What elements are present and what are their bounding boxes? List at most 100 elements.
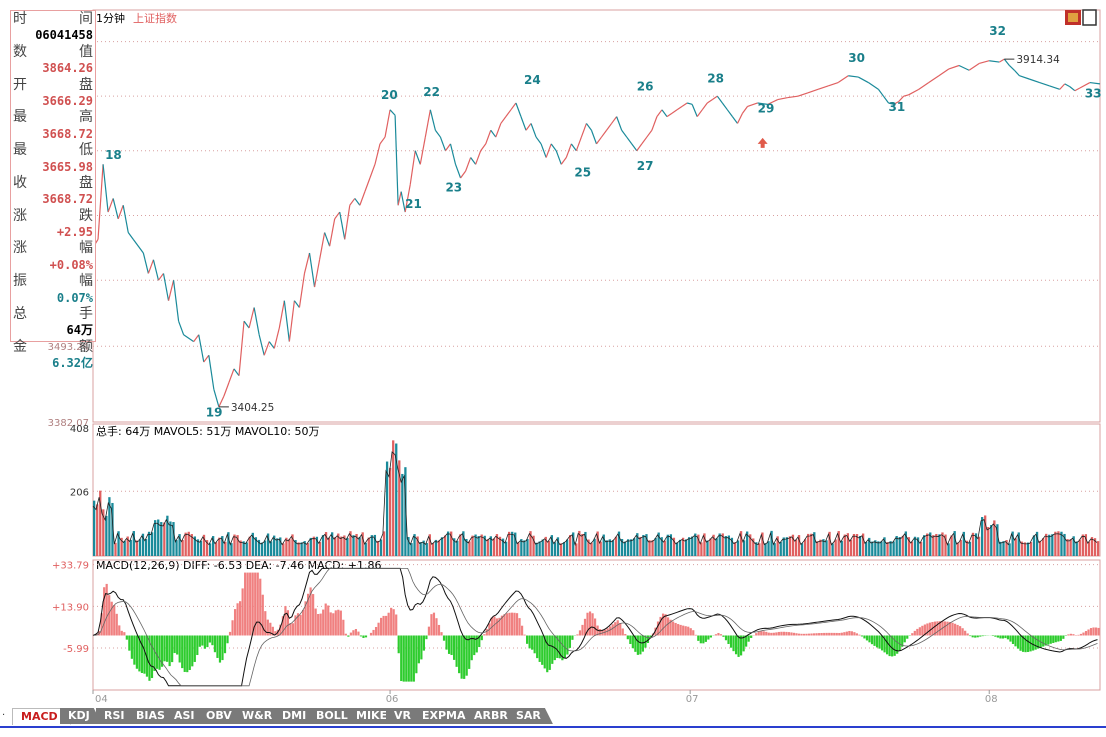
volume-bar [535,543,537,556]
macd-bar [463,635,465,678]
price-line-segment [179,321,184,335]
info-row: 数值 [11,44,95,60]
volume-bar [365,543,367,556]
volume-bar [694,534,696,556]
macd-bar [715,634,717,635]
macd-bar [795,633,797,635]
price-line-segment [591,130,596,144]
macd-bar [289,623,291,635]
price-line-segment [163,273,168,300]
price-line-segment [199,335,204,362]
price-line-segment [254,308,259,335]
info-label-right: 值 [79,44,93,60]
info-row: 0.07% [11,290,95,306]
macd-bar [821,633,823,635]
price-line-segment [415,151,420,165]
macd-bar [1067,634,1069,635]
volume-bar [734,542,736,556]
price-line-segment [1090,83,1100,84]
price-line-segment [778,98,788,100]
volume-bar [767,541,769,556]
macd-bar [735,635,737,654]
volume-bar [810,534,812,556]
volume-bar [249,537,251,556]
price-line-segment [435,130,440,137]
volume-bar [627,539,629,556]
macd-bar [692,630,694,635]
macd-bar [189,635,191,670]
macd-bar [425,635,427,639]
volume-bar [914,537,916,556]
price-line-segment [269,342,274,349]
wave-label-19: 19 [206,406,223,420]
price-line-segment [259,335,264,355]
macd-legend: MACD(12,26,9) DIFF: -6.53 DEA: -7.46 MAC… [96,559,382,572]
price-line-segment [722,103,727,110]
macd-bar [624,634,626,635]
macd-bar [388,613,390,636]
macd-bar [116,614,118,636]
price-line-segment [128,233,133,240]
volume-bar [301,542,303,556]
macd-bar [174,635,176,653]
wave-label-31: 31 [889,100,906,114]
x-tick-label: 04 [95,694,108,705]
volume-bar [392,440,394,556]
macd-bar [750,635,752,637]
volume-bar [438,541,440,556]
macd-bar [181,635,183,668]
price-line-segment [848,76,858,77]
macd-bar [468,635,470,668]
wave-label-29: 29 [758,102,775,116]
macd-bar [808,634,810,636]
price-line-segment [551,144,556,151]
macd-bar [765,632,767,636]
tab-kdj[interactable]: KDJ [60,708,102,724]
macd-bar [365,635,367,637]
volume-bar [539,541,541,556]
volume-bar [517,542,519,556]
macd-bar [428,627,430,636]
info-label-right: 低 [79,142,93,158]
macd-bar [881,635,883,650]
macd-bar [196,635,198,655]
volume-bar [716,538,718,556]
volume-bar [911,542,913,556]
volume-bar [218,538,220,556]
macd-bar [171,635,173,662]
volume-bar [246,542,248,556]
volume-bar [725,536,727,556]
price-line-segment [425,110,430,137]
price-line-segment [445,144,450,151]
macd-bar [423,635,425,650]
volume-bar [1042,538,1044,556]
macd-bar [768,633,770,636]
window-corner-icon[interactable] [1065,9,1097,26]
tab-sar[interactable]: SAR [508,708,553,724]
macd-bar [440,632,442,635]
macd-bar [244,573,246,636]
macd-bar [1035,635,1037,649]
macd-bar [153,635,155,670]
volume-bar [154,520,156,556]
macd-bar [848,631,850,636]
macd-bar [521,626,523,636]
volume-bar [459,534,461,556]
info-value: 3668.72 [42,126,93,142]
macd-bar [886,635,888,654]
macd-bar [959,626,961,635]
macd-bar [315,609,317,636]
info-row: 6.32亿 [11,355,95,371]
info-row: 3864.26 [11,60,95,76]
macd-bar [438,625,440,636]
volume-bar [679,540,681,556]
volume-bar [426,543,428,556]
macd-bar [579,630,581,635]
macd-bar [894,635,896,655]
macd-bar [992,635,994,636]
price-line-segment [204,355,209,362]
price-line-segment [501,117,506,124]
macd-bar [320,614,322,636]
macd-bar [904,635,906,642]
price-line-segment [642,137,647,144]
